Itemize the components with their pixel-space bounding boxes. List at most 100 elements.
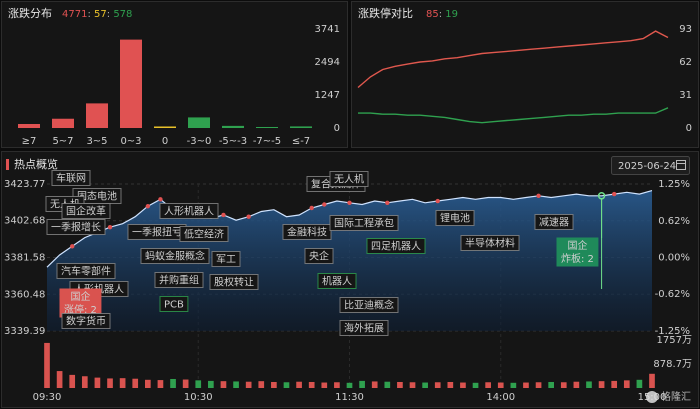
tag: 国际工程承包 — [329, 215, 399, 231]
tag-box — [56, 263, 116, 279]
x-tick-label: ≥7 — [22, 136, 37, 147]
event-dot — [309, 205, 314, 211]
tag-label: 人形机器人 — [164, 205, 214, 218]
y-tick-label: 0 — [686, 123, 692, 134]
tag-box — [304, 248, 334, 264]
volume-bar — [208, 380, 214, 388]
y-tick-label: 1247 — [315, 90, 340, 101]
index-chart: 热点概览 2025-06-24 3339.39 3360.48 3381.58 340… — [4, 156, 692, 403]
tag: 人形机器人 — [159, 203, 219, 219]
x-tick-label: -3~0 — [187, 136, 212, 147]
tag-label: 金融科技 — [287, 226, 327, 239]
volume-bar — [560, 382, 567, 388]
volume-bar — [271, 381, 277, 388]
date-picker[interactable] — [611, 156, 690, 175]
bar — [86, 103, 108, 128]
summary: 4771: 57: 578 — [62, 9, 132, 20]
volume-bar — [119, 378, 126, 388]
volume-bar — [548, 381, 555, 388]
tag-label: 军工 — [216, 254, 236, 266]
tag-box — [154, 272, 204, 288]
tag-label: 国际工程承包 — [334, 217, 394, 230]
bar — [18, 124, 40, 128]
tag-label: 蚂蚁金服概念 — [145, 250, 205, 263]
tag: 国企改革 — [61, 203, 111, 219]
tag: 汽车零部件 — [56, 263, 116, 279]
tag-box — [61, 203, 111, 219]
volume-bar — [485, 382, 491, 388]
volume-bar — [296, 381, 302, 388]
tag-label: 炸板: 2 — [561, 252, 594, 265]
event-dot — [536, 193, 541, 198]
tag-label: 汽车零部件 — [61, 265, 111, 278]
tag-box — [366, 238, 426, 254]
event-dot — [611, 191, 617, 197]
tag-label: 涨停: 2 — [64, 303, 97, 316]
x-tick-label: 11:30 — [335, 392, 364, 403]
distribution-chart: 涨跌分布 4771: 57: 578 0 1247 2494 3741 ≥7 5~7 3~5… — [8, 6, 340, 147]
volume-bar — [623, 380, 630, 388]
y-tick-label: 0 — [334, 123, 340, 134]
x-tick-label: -5~-3 — [219, 136, 247, 147]
volume-bar — [611, 380, 618, 388]
volume-bar — [69, 374, 76, 388]
y2-tick-label: -0.62% — [655, 289, 690, 300]
tag-box — [51, 170, 91, 186]
tag-box — [140, 248, 210, 264]
volume-bar — [447, 381, 454, 388]
tag: 蚂蚁金服概念 — [140, 248, 210, 264]
panel-title: 涨跌分布 — [8, 6, 52, 20]
summary-value: 4771 — [62, 9, 87, 20]
series-line — [357, 30, 669, 89]
volume-bar — [195, 380, 202, 388]
x-tick-label: ≤-7 — [292, 136, 310, 147]
volume-bar — [535, 382, 542, 388]
volume-bar — [497, 382, 504, 388]
volume-bar — [132, 378, 139, 388]
series-line — [358, 107, 669, 124]
tag-box — [46, 219, 106, 235]
event-dot — [347, 200, 352, 205]
panel-title: 热点概览 — [14, 157, 58, 171]
volume-bar — [233, 381, 239, 388]
event-dot — [107, 224, 113, 230]
tag-box — [329, 171, 369, 187]
x-tick-label: 14:00 — [486, 392, 515, 403]
bar — [222, 125, 244, 128]
x-tick-label: 0~3 — [120, 136, 141, 147]
event-dot — [158, 197, 163, 202]
volume-bar — [598, 381, 605, 388]
summary: 85: 19 — [426, 9, 458, 20]
bar — [290, 126, 312, 128]
summary-value: 19 — [445, 9, 458, 20]
limit-chart: 涨跌停对比 85: 19 0 31 62 93 — [357, 6, 692, 134]
tag: 金融科技 — [282, 224, 332, 240]
tag: 锂电池 — [435, 210, 475, 226]
x-tick-label: 09:30 — [33, 392, 62, 403]
volume-bar — [472, 382, 479, 388]
x-tick-label: 3~5 — [86, 136, 107, 147]
tag: PCB — [159, 296, 189, 312]
volume-bar — [94, 377, 101, 388]
event-dot — [435, 198, 440, 204]
tag: 数字货币 — [61, 313, 111, 329]
volume-bar — [170, 378, 176, 388]
volume-bar — [308, 381, 315, 388]
event-dot — [221, 212, 226, 218]
tag-box — [282, 224, 332, 240]
volume-bar — [107, 378, 113, 388]
tag: 股权转让 — [209, 274, 259, 290]
y2-tick-label: 1.25% — [658, 179, 690, 190]
tag-box — [159, 203, 219, 219]
volume-tick-label: 1757万 — [657, 335, 692, 346]
tag-box — [317, 273, 357, 289]
tag: 比亚迪概念 — [339, 297, 399, 313]
summary-value: 85 — [426, 9, 439, 20]
tag-label: 四足机器人 — [371, 240, 421, 253]
watermark: 格隆汇 — [646, 390, 691, 403]
event-dot — [145, 204, 151, 209]
tag: 减速器 — [534, 214, 574, 230]
